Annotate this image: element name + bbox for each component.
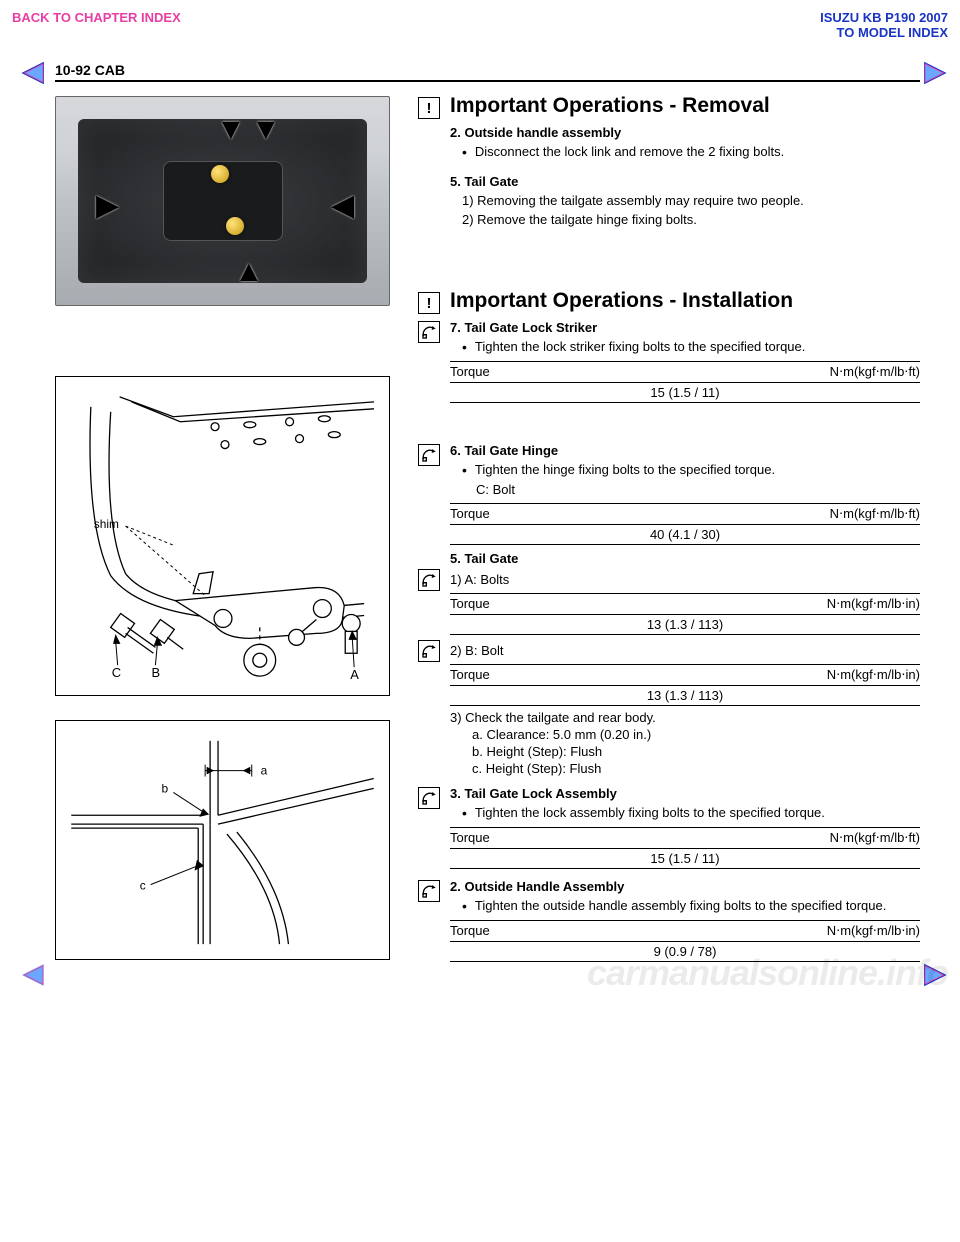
- diagram-label-b: b: [162, 781, 169, 795]
- removal-step2-bullet: Disconnect the lock link and remove the …: [462, 144, 920, 160]
- torque-unit: N⋅m(kgf⋅m/lb⋅in): [827, 596, 920, 612]
- model-line1-link[interactable]: ISUZU KB P190 2007: [820, 10, 948, 25]
- diagram-hinge: shim C B A: [55, 376, 390, 696]
- warning-icon: [418, 97, 440, 119]
- install-step6-cbolt: C: Bolt: [476, 482, 920, 497]
- diagram-label-C: C: [112, 665, 121, 680]
- removal-step5-n2: 2) Remove the tailgate hinge fixing bolt…: [462, 212, 920, 227]
- install-step6-title: 6. Tail Gate Hinge: [450, 443, 920, 458]
- torque-label: Torque: [450, 596, 490, 612]
- install-step5-c: c. Height (Step): Flush: [472, 761, 920, 776]
- diagram-label-shim: shim: [94, 517, 119, 531]
- diagram-label-B: B: [151, 665, 160, 680]
- install-step7-bullet: Tighten the lock striker fixing bolts to…: [462, 339, 920, 355]
- torque-label: Torque: [450, 506, 490, 522]
- torque-table-7: Torque N⋅m(kgf⋅m/lb⋅ft) 15 (1.5 / 11): [450, 361, 920, 403]
- right-column: Important Operations - Removal 2. Outsid…: [418, 96, 920, 962]
- torque-label: Torque: [450, 364, 490, 380]
- model-link-block: ISUZU KB P190 2007 TO MODEL INDEX: [820, 10, 948, 40]
- torque-value-7: 15 (1.5 / 11): [450, 383, 920, 403]
- install-step2-bullet: Tighten the outside handle assembly fixi…: [462, 898, 920, 914]
- removal-heading: Important Operations - Removal: [418, 96, 920, 119]
- install-step3-title: 3. Tail Gate Lock Assembly: [450, 786, 920, 801]
- torque-value-5b: 13 (1.3 / 113): [450, 686, 920, 706]
- to-model-index-link[interactable]: TO MODEL INDEX: [837, 25, 948, 40]
- install-step6-bullet: Tighten the hinge fixing bolts to the sp…: [462, 462, 920, 478]
- torque-table-2: Torque N⋅m(kgf⋅m/lb⋅in) 9 (0.9 / 78): [450, 920, 920, 962]
- install-step5-a: a. Clearance: 5.0 mm (0.20 in.): [472, 727, 920, 742]
- next-page-bottom-arrow[interactable]: [922, 962, 948, 988]
- diagram-label-c: c: [140, 879, 146, 893]
- torque-value-5a: 13 (1.3 / 113): [450, 615, 920, 635]
- photo-tailgate-lock: ▼ ▼ ▶ ◀ ▲: [55, 96, 390, 306]
- install-step5-b: b. Height (Step): Flush: [472, 744, 920, 759]
- torque-unit: N⋅m(kgf⋅m/lb⋅in): [827, 667, 920, 683]
- torque-icon: [418, 321, 440, 343]
- torque-unit: N⋅m(kgf⋅m/lb⋅ft): [830, 364, 920, 380]
- install-step5-n1: 1) A: Bolts: [450, 572, 920, 587]
- page-header: 10-92 CAB: [55, 62, 920, 82]
- torque-icon: [418, 880, 440, 902]
- torque-unit: N⋅m(kgf⋅m/lb⋅ft): [830, 506, 920, 522]
- top-nav-links: BACK TO CHAPTER INDEX ISUZU KB P190 2007…: [0, 0, 960, 42]
- install-step5-n2: 2) B: Bolt: [450, 643, 920, 658]
- torque-unit: N⋅m(kgf⋅m/lb⋅in): [827, 923, 920, 939]
- torque-icon: [418, 569, 440, 591]
- removal-title: Important Operations - Removal: [450, 94, 770, 118]
- torque-unit: N⋅m(kgf⋅m/lb⋅ft): [830, 830, 920, 846]
- torque-label: Torque: [450, 923, 490, 939]
- install-step5-title: 5. Tail Gate: [450, 551, 920, 566]
- torque-label: Torque: [450, 667, 490, 683]
- diagram-clearance: a b c: [55, 720, 390, 960]
- removal-step2-title: 2. Outside handle assembly: [450, 125, 920, 140]
- torque-value-6: 40 (4.1 / 30): [450, 525, 920, 545]
- torque-value-3: 15 (1.5 / 11): [450, 849, 920, 869]
- torque-label: Torque: [450, 830, 490, 846]
- back-to-chapter-link[interactable]: BACK TO CHAPTER INDEX: [12, 10, 181, 40]
- install-step7-title: 7. Tail Gate Lock Striker: [450, 320, 920, 335]
- torque-table-5a: Torque N⋅m(kgf⋅m/lb⋅in) 13 (1.3 / 113): [450, 593, 920, 635]
- install-step3-bullet: Tighten the lock assembly fixing bolts t…: [462, 805, 920, 821]
- warning-icon: [418, 292, 440, 314]
- diagram-label-a: a: [261, 764, 268, 778]
- torque-table-6: Torque N⋅m(kgf⋅m/lb⋅ft) 40 (4.1 / 30): [450, 503, 920, 545]
- install-step5-n3: 3) Check the tailgate and rear body.: [450, 710, 920, 725]
- torque-table-5b: Torque N⋅m(kgf⋅m/lb⋅in) 13 (1.3 / 113): [450, 664, 920, 706]
- install-title: Important Operations - Installation: [450, 289, 793, 313]
- left-column: ▼ ▼ ▶ ◀ ▲: [55, 96, 390, 962]
- diagram-label-A: A: [350, 667, 359, 682]
- removal-step5-title: 5. Tail Gate: [450, 174, 920, 189]
- torque-icon: [418, 640, 440, 662]
- install-heading: Important Operations - Installation: [418, 291, 920, 314]
- torque-icon: [418, 787, 440, 809]
- torque-table-3: Torque N⋅m(kgf⋅m/lb⋅ft) 15 (1.5 / 11): [450, 827, 920, 869]
- install-step2-title: 2. Outside Handle Assembly: [450, 879, 920, 894]
- torque-icon: [418, 444, 440, 466]
- prev-page-bottom-arrow[interactable]: [20, 962, 46, 988]
- removal-step5-n1: 1) Removing the tailgate assembly may re…: [462, 193, 920, 208]
- torque-value-2: 9 (0.9 / 78): [450, 942, 920, 962]
